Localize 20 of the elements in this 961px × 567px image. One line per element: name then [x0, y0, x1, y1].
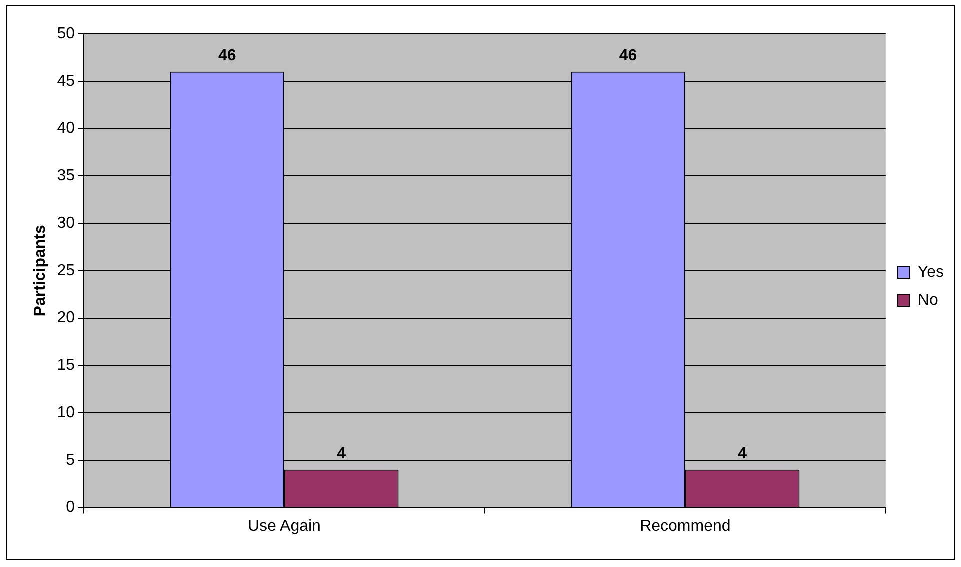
y-tick-label: 5 [66, 452, 76, 469]
y-tick-label: 20 [57, 310, 76, 327]
y-tick-label: 10 [57, 404, 76, 422]
y-tick-label: 30 [57, 214, 76, 232]
y-tick-label: 25 [57, 262, 76, 280]
y-tick-label: 0 [66, 499, 76, 516]
y-tick-label: 35 [57, 168, 76, 185]
y-tick-label: 50 [57, 25, 76, 42]
y-tick-label: 40 [57, 120, 76, 138]
legend-label: No [918, 292, 938, 309]
data-label: 46 [218, 47, 236, 64]
data-label: 46 [619, 47, 638, 64]
data-label: 4 [337, 445, 346, 462]
data-label: 4 [738, 445, 748, 462]
y-axis-title: Participants [32, 225, 50, 317]
y-tick-label: 15 [57, 357, 76, 374]
legend-label: Yes [918, 264, 944, 281]
x-tick-label: Recommend [640, 518, 731, 535]
x-tick-label: Use Again [248, 518, 321, 535]
y-tick-label: 45 [57, 72, 76, 90]
